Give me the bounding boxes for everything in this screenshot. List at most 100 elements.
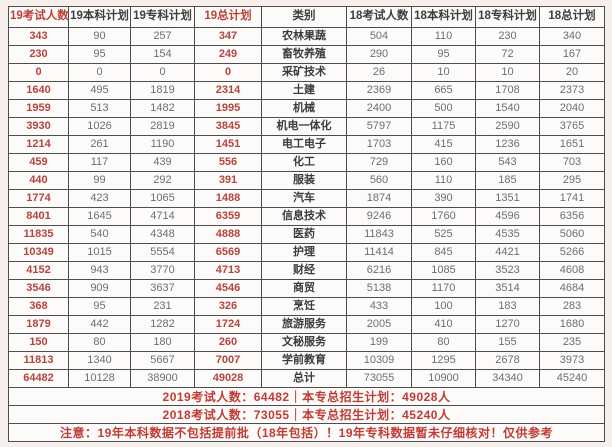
value-cell: 343 bbox=[8, 27, 69, 46]
value-cell: 154 bbox=[130, 45, 195, 64]
value-cell: 34340 bbox=[475, 369, 540, 388]
value-cell: 415 bbox=[411, 135, 476, 154]
category-cell: 护理 bbox=[261, 243, 347, 262]
value-cell: 20 bbox=[539, 63, 605, 82]
value-cell: 729 bbox=[346, 153, 412, 172]
table-row: 230 95 154 249 畜牧养殖 290 95 72 167 bbox=[8, 45, 605, 64]
value-cell: 1540 bbox=[475, 99, 540, 118]
value-cell: 95 bbox=[68, 45, 131, 64]
value-cell: 3765 bbox=[539, 117, 605, 136]
value-cell: 703 bbox=[539, 153, 605, 172]
summary-2019-text: 2019考试人数：64482｜本专总招生计划：49028人 bbox=[8, 387, 605, 406]
value-cell: 1451 bbox=[194, 135, 262, 154]
value-cell: 292 bbox=[130, 171, 195, 190]
value-cell: 155 bbox=[475, 333, 540, 352]
value-cell: 1026 bbox=[68, 117, 131, 136]
value-cell: 257 bbox=[130, 27, 195, 46]
value-cell: 1879 bbox=[8, 315, 69, 334]
value-cell: 1295 bbox=[411, 351, 476, 370]
value-cell: 199 bbox=[346, 333, 412, 352]
category-cell: 土建 bbox=[261, 81, 347, 100]
value-cell: 1170 bbox=[411, 279, 476, 298]
value-cell: 1724 bbox=[194, 315, 262, 334]
value-cell: 4546 bbox=[194, 279, 262, 298]
value-cell: 1645 bbox=[68, 207, 131, 226]
value-cell: 2369 bbox=[346, 81, 412, 100]
note-text: 注意：19年本科数据不包括提前批（18年包括）！19年专科数据暂未仔细核对！仅供… bbox=[8, 423, 605, 442]
value-cell: 5060 bbox=[539, 225, 605, 244]
summary-row-2018: 2018考试人数：73055｜本专总招生计划：45240人 bbox=[8, 405, 605, 424]
value-cell: 3770 bbox=[130, 261, 195, 280]
value-cell: 4348 bbox=[130, 225, 195, 244]
value-cell: 0 bbox=[68, 63, 131, 82]
value-cell: 390 bbox=[411, 189, 476, 208]
value-cell: 290 bbox=[346, 45, 412, 64]
value-cell: 80 bbox=[68, 333, 131, 352]
value-cell: 410 bbox=[411, 315, 476, 334]
category-cell: 电工电子 bbox=[261, 135, 347, 154]
column-header: 18考试人数 bbox=[346, 6, 412, 28]
value-cell: 2373 bbox=[539, 81, 605, 100]
value-cell: 1488 bbox=[194, 189, 262, 208]
value-cell: 167 bbox=[539, 45, 605, 64]
table-row: 11835 540 4348 4888 医药 11843 525 4535 5060 bbox=[8, 225, 605, 244]
value-cell: 1214 bbox=[8, 135, 69, 154]
value-cell: 5138 bbox=[346, 279, 412, 298]
value-cell: 0 bbox=[130, 63, 195, 82]
table-row: 1774 423 1065 1488 汽车 1874 390 1351 1741 bbox=[8, 189, 605, 208]
value-cell: 1874 bbox=[346, 189, 412, 208]
value-cell: 4421 bbox=[475, 243, 540, 262]
value-cell: 10349 bbox=[8, 243, 69, 262]
value-cell: 95 bbox=[68, 297, 131, 316]
value-cell: 11835 bbox=[8, 225, 69, 244]
table-row: 1959 513 1482 1995 机械 2400 500 1540 2040 bbox=[8, 99, 605, 118]
value-cell: 2819 bbox=[130, 117, 195, 136]
value-cell: 1680 bbox=[539, 315, 605, 334]
value-cell: 2400 bbox=[346, 99, 412, 118]
value-cell: 1774 bbox=[8, 189, 69, 208]
value-cell: 6359 bbox=[194, 207, 262, 226]
value-cell: 3973 bbox=[539, 351, 605, 370]
value-cell: 560 bbox=[346, 171, 412, 190]
value-cell: 1236 bbox=[475, 135, 540, 154]
value-cell: 459 bbox=[8, 153, 69, 172]
category-cell: 采矿技术 bbox=[261, 63, 347, 82]
value-cell: 4535 bbox=[475, 225, 540, 244]
value-cell: 10 bbox=[411, 63, 476, 82]
value-cell: 11813 bbox=[8, 351, 69, 370]
value-cell: 495 bbox=[68, 81, 131, 100]
value-cell: 185 bbox=[475, 171, 540, 190]
value-cell: 249 bbox=[194, 45, 262, 64]
value-cell: 0 bbox=[8, 63, 69, 82]
value-cell: 1065 bbox=[130, 189, 195, 208]
value-cell: 38900 bbox=[130, 369, 195, 388]
table-row: 1640 495 1819 2314 土建 2369 665 1708 2373 bbox=[8, 81, 605, 100]
value-cell: 556 bbox=[194, 153, 262, 172]
value-cell: 540 bbox=[68, 225, 131, 244]
value-cell: 4888 bbox=[194, 225, 262, 244]
value-cell: 295 bbox=[539, 171, 605, 190]
table-row: 3930 1026 2819 3845 机电一体化 5797 1175 2590 3765 bbox=[8, 117, 605, 136]
summary-2018-text: 2018考试人数：73055｜本专总招生计划：45240人 bbox=[8, 405, 605, 424]
column-header: 18总计划 bbox=[539, 6, 605, 28]
value-cell: 1651 bbox=[539, 135, 605, 154]
value-cell: 3514 bbox=[475, 279, 540, 298]
value-cell: 11414 bbox=[346, 243, 412, 262]
category-cell: 商贸 bbox=[261, 279, 347, 298]
column-header: 18专科计划 bbox=[475, 6, 540, 28]
statistics-table: 19考试人数 19本科计划 19专科计划 19总计划 类别 18考试人数 18本科计划 18专… bbox=[8, 6, 605, 442]
category-cell: 烹饪 bbox=[261, 297, 347, 316]
category-cell: 机电一体化 bbox=[261, 117, 347, 136]
table-row: 0 0 0 0 采矿技术 26 10 10 20 bbox=[8, 63, 605, 82]
table-row: 1879 442 1282 1724 旅游服务 2005 410 1270 1680 bbox=[8, 315, 605, 334]
note-row: 注意：19年本科数据不包括提前批（18年包括）！19年专科数据暂未仔细核对！仅供… bbox=[8, 423, 605, 442]
category-cell: 农林果蔬 bbox=[261, 27, 347, 46]
value-cell: 10900 bbox=[411, 369, 476, 388]
value-cell: 439 bbox=[130, 153, 195, 172]
value-cell: 49028 bbox=[194, 369, 262, 388]
value-cell: 2590 bbox=[475, 117, 540, 136]
value-cell: 4684 bbox=[539, 279, 605, 298]
value-cell: 1819 bbox=[130, 81, 195, 100]
table-row: 10349 1015 5554 6569 护理 11414 845 4421 5266 bbox=[8, 243, 605, 262]
